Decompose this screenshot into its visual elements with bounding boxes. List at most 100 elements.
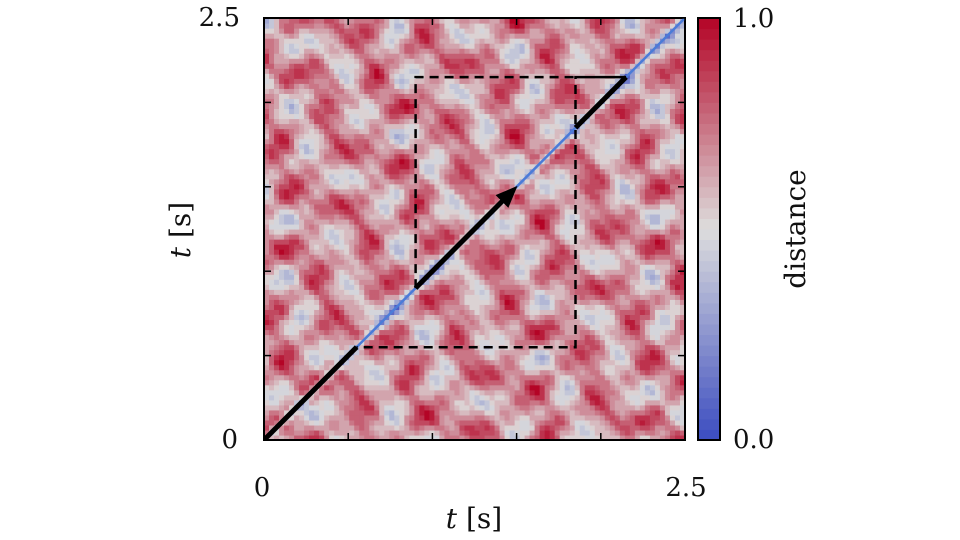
heatmap-cell: [439, 113, 446, 120]
heatmap-cell: [554, 153, 561, 160]
heatmap-cell: [469, 198, 476, 205]
heatmap-cell: [499, 213, 506, 220]
heatmap-cell: [369, 384, 375, 391]
heatmap-cell: [504, 93, 511, 99]
heatmap-cell: [374, 414, 380, 421]
heatmap-cell: [434, 78, 441, 84]
heatmap-cell: [529, 264, 536, 270]
heatmap-cell: [429, 414, 435, 421]
heatmap-cell: [504, 419, 511, 426]
heatmap-cell: [344, 33, 350, 39]
heatmap-cell: [314, 379, 320, 386]
heatmap-cell: [379, 229, 385, 235]
heatmap-cell: [459, 218, 466, 225]
heatmap-cell: [539, 113, 546, 120]
heatmap-cell: [344, 53, 350, 59]
heatmap-cell: [529, 203, 536, 210]
heatmap-cell: [289, 178, 295, 185]
heatmap-cell: [264, 98, 270, 104]
heatmap-cell: [374, 68, 380, 74]
heatmap-cell: [454, 193, 461, 200]
heatmap-cell: [419, 158, 425, 165]
heatmap-cell: [354, 274, 360, 280]
heatmap-cell: [384, 213, 390, 220]
heatmap-cell: [289, 329, 295, 336]
heatmap-cell: [414, 379, 420, 386]
heatmap-cell: [419, 23, 425, 29]
heatmap-cell: [354, 118, 360, 125]
heatmap-cell: [274, 63, 280, 69]
heatmap-cell: [424, 339, 430, 346]
heatmap-cell: [309, 414, 315, 421]
heatmap-cell: [414, 304, 420, 310]
heatmap-cell: [449, 163, 456, 170]
heatmap-cell: [294, 23, 300, 29]
heatmap-cell: [479, 118, 486, 125]
heatmap-cell: [384, 254, 390, 260]
heatmap-cell: [424, 319, 430, 326]
heatmap-cell: [344, 173, 350, 180]
heatmap-cell: [379, 178, 385, 185]
heatmap-cell: [384, 193, 390, 200]
heatmap-cell: [299, 429, 305, 436]
heatmap-cell: [459, 399, 466, 406]
heatmap-cell: [284, 223, 290, 230]
heatmap-cell: [549, 208, 556, 215]
heatmap-cell: [299, 384, 305, 391]
heatmap-cell: [559, 314, 566, 321]
heatmap-cell: [284, 349, 290, 356]
heatmap-cell: [299, 334, 305, 341]
heatmap-cell: [294, 63, 300, 69]
heatmap-cell: [339, 133, 345, 140]
heatmap-cell: [474, 123, 481, 130]
heatmap-cell: [459, 128, 466, 135]
heatmap-cell: [514, 289, 521, 295]
heatmap-cell: [314, 344, 320, 351]
heatmap-cell: [464, 354, 471, 361]
heatmap-cell: [329, 359, 335, 366]
heatmap-cell: [499, 404, 506, 411]
heatmap-cell: [539, 163, 546, 170]
heatmap-cell: [499, 73, 506, 79]
heatmap-cell: [369, 234, 375, 240]
heatmap-cell: [474, 249, 481, 255]
heatmap-cell: [494, 173, 501, 180]
heatmap-cell: [329, 284, 335, 290]
heatmap-cell: [349, 284, 355, 290]
heatmap-cell: [554, 289, 561, 295]
heatmap-cell: [324, 344, 330, 351]
heatmap-cell: [504, 319, 511, 326]
heatmap-cell: [469, 304, 476, 310]
heatmap-cell: [499, 163, 506, 170]
heatmap-cell: [544, 424, 551, 431]
heatmap-cell: [349, 213, 355, 220]
heatmap-cell: [489, 364, 496, 371]
heatmap-cell: [399, 33, 405, 39]
heatmap-cell: [514, 314, 521, 321]
heatmap-cell: [354, 153, 360, 160]
heatmap-cell: [284, 359, 290, 366]
heatmap-cell: [449, 374, 456, 381]
heatmap-cell: [539, 249, 546, 255]
heatmap-cell: [299, 319, 305, 326]
heatmap-cell: [519, 53, 526, 59]
heatmap-cell: [464, 158, 471, 165]
heatmap-cell: [274, 234, 280, 240]
heatmap-cell: [504, 63, 511, 69]
heatmap-cell: [374, 394, 380, 401]
heatmap-cell: [314, 108, 320, 115]
heatmap-cell: [269, 434, 275, 440]
heatmap-cell: [324, 359, 330, 366]
heatmap-cell: [339, 83, 345, 89]
heatmap-cell: [384, 98, 390, 104]
heatmap-cell: [319, 424, 325, 431]
heatmap-cell: [474, 419, 481, 426]
heatmap-cell: [474, 289, 481, 295]
heatmap-cell: [274, 249, 280, 255]
heatmap-cell: [309, 284, 315, 290]
heatmap-cell: [279, 369, 285, 376]
heatmap-cell: [459, 43, 466, 49]
heatmap-cell: [304, 434, 310, 440]
heatmap-cell: [319, 414, 325, 421]
heatmap-cell: [294, 108, 300, 115]
